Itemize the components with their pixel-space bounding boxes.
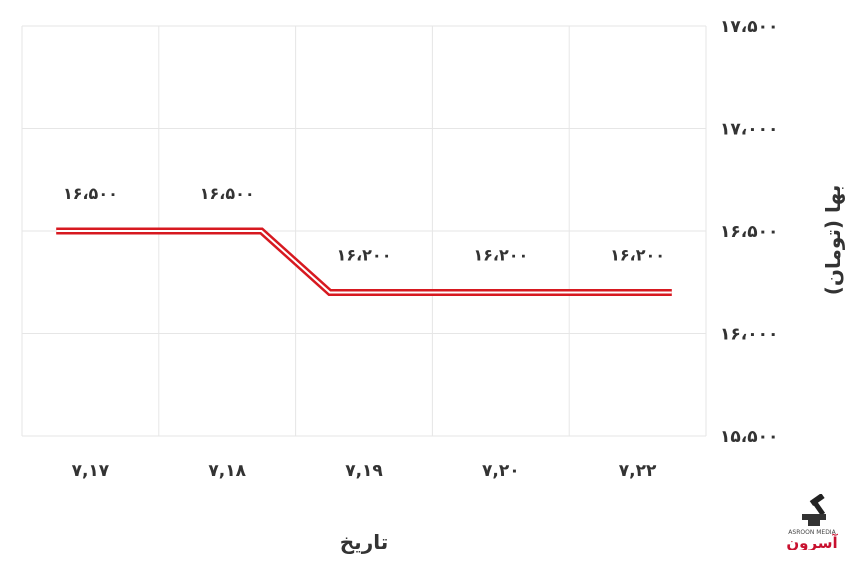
- y-axis-ticks: ۱۵،۵۰۰ ۱۶،۰۰۰ ۱۶،۵۰۰ ۱۷،۰۰۰ ۱۷،۵۰۰: [720, 17, 778, 447]
- y-tick-label: ۱۵،۵۰۰: [720, 427, 778, 447]
- data-labels: ۱۶،۵۰۰ ۱۶،۵۰۰ ۱۶،۲۰۰ ۱۶،۲۰۰ ۱۶،۲۰۰: [63, 184, 665, 265]
- data-label: ۱۶،۵۰۰: [63, 184, 118, 203]
- y-tick-label: ۱۷،۵۰۰: [720, 17, 778, 37]
- logo-subtext: ASROON MEDIA: [788, 529, 836, 536]
- data-label: ۱۶،۵۰۰: [200, 184, 255, 203]
- x-tick-label: ۷,۱۷: [72, 461, 110, 481]
- x-tick-label: ۷,۲۲: [619, 461, 657, 481]
- data-label: ۱۶،۲۰۰: [610, 246, 665, 265]
- x-tick-label: ۷,۱۸: [208, 461, 246, 481]
- series-line: [56, 227, 672, 296]
- x-tick-label: ۷,۱۹: [345, 461, 383, 481]
- y-tick-label: ۱۶،۵۰۰: [720, 222, 778, 242]
- y-tick-label: ۱۷،۰۰۰: [720, 120, 778, 140]
- x-tick-label: ۷,۲۰: [482, 461, 520, 481]
- logo-text: آسرون: [786, 534, 838, 550]
- asroon-logo: ASROON MEDIA آسرون: [786, 494, 839, 550]
- hammer-logo-icon: [802, 494, 826, 526]
- x-axis-title: تاریخ: [340, 530, 388, 554]
- y-tick-label: ۱۶،۰۰۰: [720, 325, 778, 345]
- data-label: ۱۶،۲۰۰: [473, 246, 528, 265]
- series-line-inner: [56, 230, 672, 294]
- data-label: ۱۶،۲۰۰: [337, 246, 392, 265]
- x-axis-ticks: ۷,۱۷ ۷,۱۸ ۷,۱۹ ۷,۲۰ ۷,۲۲: [72, 461, 657, 481]
- y-axis-title: بها (تومان): [821, 185, 845, 295]
